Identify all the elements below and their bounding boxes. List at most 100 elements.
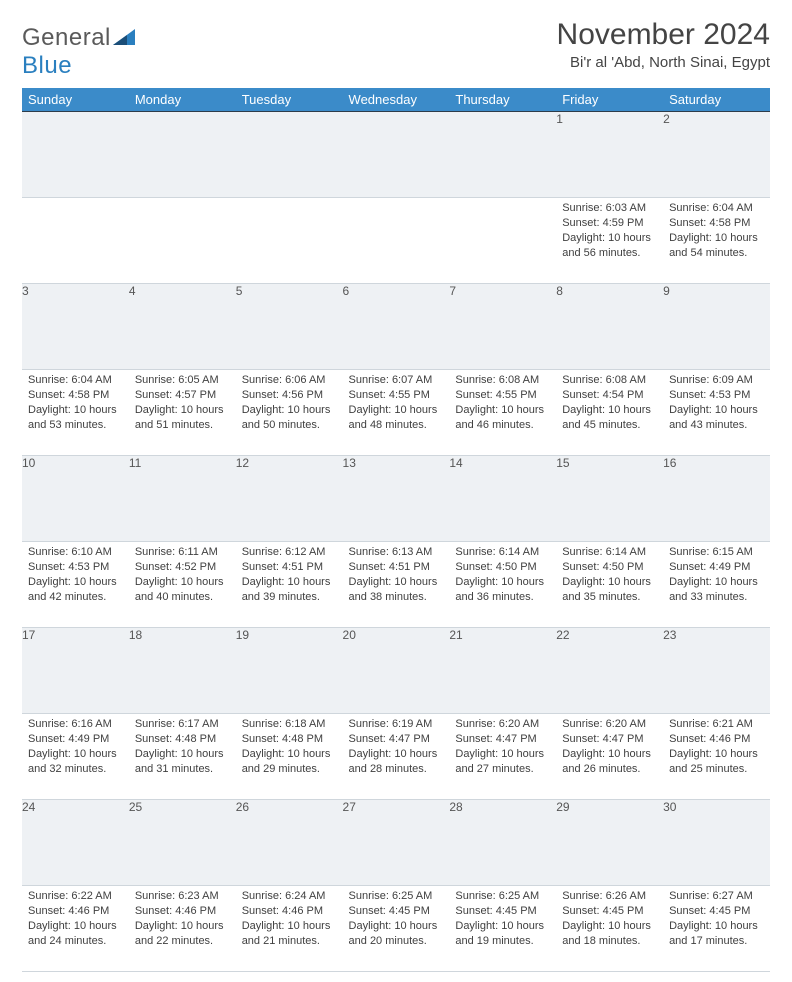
day-cell-content: Sunrise: 6:24 AMSunset: 4:46 PMDaylight:… <box>236 886 343 952</box>
day-number: 4 <box>129 284 236 370</box>
day-info-line: Sunset: 4:55 PM <box>455 388 550 403</box>
day-info-line: Sunset: 4:45 PM <box>669 904 764 919</box>
day-info-line: Sunrise: 6:22 AM <box>28 889 123 904</box>
logo: General Blue <box>22 18 135 80</box>
day-number-row: 12 <box>22 112 770 198</box>
day-number: 21 <box>449 628 556 714</box>
day-cell-content <box>129 198 236 205</box>
day-info-line: Sunset: 4:47 PM <box>562 732 657 747</box>
day-info-line: Sunrise: 6:12 AM <box>242 545 337 560</box>
day-info-line: Sunrise: 6:20 AM <box>455 717 550 732</box>
day-info-line: Sunset: 4:56 PM <box>242 388 337 403</box>
day-info-line: Sunset: 4:53 PM <box>28 560 123 575</box>
day-cell-content: Sunrise: 6:05 AMSunset: 4:57 PMDaylight:… <box>129 370 236 436</box>
day-cell: Sunrise: 6:16 AMSunset: 4:49 PMDaylight:… <box>22 714 129 800</box>
day-info-line: Daylight: 10 hours and 21 minutes. <box>242 919 337 949</box>
day-cell-content: Sunrise: 6:16 AMSunset: 4:49 PMDaylight:… <box>22 714 129 780</box>
day-cell: Sunrise: 6:26 AMSunset: 4:45 PMDaylight:… <box>556 886 663 972</box>
day-info-line: Daylight: 10 hours and 19 minutes. <box>455 919 550 949</box>
day-cell-content: Sunrise: 6:08 AMSunset: 4:54 PMDaylight:… <box>556 370 663 436</box>
day-cell-content: Sunrise: 6:23 AMSunset: 4:46 PMDaylight:… <box>129 886 236 952</box>
day-cell: Sunrise: 6:05 AMSunset: 4:57 PMDaylight:… <box>129 370 236 456</box>
day-info-line: Daylight: 10 hours and 38 minutes. <box>349 575 444 605</box>
day-cell-content: Sunrise: 6:22 AMSunset: 4:46 PMDaylight:… <box>22 886 129 952</box>
day-info-line: Daylight: 10 hours and 31 minutes. <box>135 747 230 777</box>
day-cell-content: Sunrise: 6:25 AMSunset: 4:45 PMDaylight:… <box>449 886 556 952</box>
day-info-line: Daylight: 10 hours and 54 minutes. <box>669 231 764 261</box>
day-cell-content: Sunrise: 6:09 AMSunset: 4:53 PMDaylight:… <box>663 370 770 436</box>
day-cell: Sunrise: 6:08 AMSunset: 4:55 PMDaylight:… <box>449 370 556 456</box>
day-cell-content <box>449 198 556 205</box>
day-cell: Sunrise: 6:19 AMSunset: 4:47 PMDaylight:… <box>343 714 450 800</box>
day-info-line: Sunset: 4:46 PM <box>28 904 123 919</box>
day-info-line: Sunrise: 6:21 AM <box>669 717 764 732</box>
day-number: 23 <box>663 628 770 714</box>
day-header: Friday <box>556 88 663 112</box>
day-number: 16 <box>663 456 770 542</box>
day-cell-content: Sunrise: 6:27 AMSunset: 4:45 PMDaylight:… <box>663 886 770 952</box>
day-cell-content: Sunrise: 6:20 AMSunset: 4:47 PMDaylight:… <box>449 714 556 780</box>
day-info-line: Sunset: 4:53 PM <box>669 388 764 403</box>
day-number: 12 <box>236 456 343 542</box>
day-cell: Sunrise: 6:07 AMSunset: 4:55 PMDaylight:… <box>343 370 450 456</box>
day-info-line: Sunrise: 6:14 AM <box>455 545 550 560</box>
day-number: 6 <box>343 284 450 370</box>
day-info-line: Sunrise: 6:08 AM <box>455 373 550 388</box>
day-header: Sunday <box>22 88 129 112</box>
day-number: 13 <box>343 456 450 542</box>
day-info-line: Sunrise: 6:04 AM <box>28 373 123 388</box>
day-info-line: Sunrise: 6:25 AM <box>455 889 550 904</box>
day-info-line: Sunrise: 6:17 AM <box>135 717 230 732</box>
day-cell-content: Sunrise: 6:20 AMSunset: 4:47 PMDaylight:… <box>556 714 663 780</box>
day-number: 28 <box>449 800 556 886</box>
day-info-line: Sunrise: 6:07 AM <box>349 373 444 388</box>
logo-triangle-icon <box>113 24 135 51</box>
day-info-line: Sunset: 4:47 PM <box>349 732 444 747</box>
day-info-line: Sunset: 4:55 PM <box>349 388 444 403</box>
day-info-line: Daylight: 10 hours and 25 minutes. <box>669 747 764 777</box>
day-info-line: Sunrise: 6:04 AM <box>669 201 764 216</box>
day-info-line: Sunrise: 6:26 AM <box>562 889 657 904</box>
day-cell-content: Sunrise: 6:04 AMSunset: 4:58 PMDaylight:… <box>22 370 129 436</box>
day-info-line: Sunrise: 6:13 AM <box>349 545 444 560</box>
day-info-line: Sunset: 4:46 PM <box>135 904 230 919</box>
day-cell: Sunrise: 6:21 AMSunset: 4:46 PMDaylight:… <box>663 714 770 800</box>
day-number: 5 <box>236 284 343 370</box>
day-cell-content: Sunrise: 6:13 AMSunset: 4:51 PMDaylight:… <box>343 542 450 608</box>
day-info-line: Sunrise: 6:16 AM <box>28 717 123 732</box>
day-info-line: Sunset: 4:47 PM <box>455 732 550 747</box>
day-number-row: 24252627282930 <box>22 800 770 886</box>
day-cell-content: Sunrise: 6:25 AMSunset: 4:45 PMDaylight:… <box>343 886 450 952</box>
day-info-line: Sunset: 4:48 PM <box>242 732 337 747</box>
day-info-line: Sunrise: 6:06 AM <box>242 373 337 388</box>
day-number: 11 <box>129 456 236 542</box>
day-info-line: Sunrise: 6:25 AM <box>349 889 444 904</box>
day-cell: Sunrise: 6:12 AMSunset: 4:51 PMDaylight:… <box>236 542 343 628</box>
day-header: Monday <box>129 88 236 112</box>
day-number <box>449 112 556 198</box>
day-info-line: Sunrise: 6:09 AM <box>669 373 764 388</box>
day-cell-content: Sunrise: 6:03 AMSunset: 4:59 PMDaylight:… <box>556 198 663 264</box>
day-cell-content: Sunrise: 6:10 AMSunset: 4:53 PMDaylight:… <box>22 542 129 608</box>
day-info-line: Sunrise: 6:19 AM <box>349 717 444 732</box>
day-number <box>236 112 343 198</box>
day-info-line: Daylight: 10 hours and 43 minutes. <box>669 403 764 433</box>
day-info-line: Daylight: 10 hours and 50 minutes. <box>242 403 337 433</box>
day-number: 17 <box>22 628 129 714</box>
day-info-line: Sunset: 4:49 PM <box>28 732 123 747</box>
day-cell-content: Sunrise: 6:19 AMSunset: 4:47 PMDaylight:… <box>343 714 450 780</box>
day-info-line: Daylight: 10 hours and 40 minutes. <box>135 575 230 605</box>
day-header: Thursday <box>449 88 556 112</box>
day-cell: Sunrise: 6:18 AMSunset: 4:48 PMDaylight:… <box>236 714 343 800</box>
day-info-line: Daylight: 10 hours and 39 minutes. <box>242 575 337 605</box>
day-number: 14 <box>449 456 556 542</box>
day-cell: Sunrise: 6:22 AMSunset: 4:46 PMDaylight:… <box>22 886 129 972</box>
day-info-line: Sunset: 4:48 PM <box>135 732 230 747</box>
day-info-line: Daylight: 10 hours and 33 minutes. <box>669 575 764 605</box>
day-cell: Sunrise: 6:27 AMSunset: 4:45 PMDaylight:… <box>663 886 770 972</box>
day-cell-content: Sunrise: 6:14 AMSunset: 4:50 PMDaylight:… <box>449 542 556 608</box>
day-info-line: Sunset: 4:51 PM <box>242 560 337 575</box>
day-info-line: Daylight: 10 hours and 36 minutes. <box>455 575 550 605</box>
day-info-line: Sunset: 4:50 PM <box>562 560 657 575</box>
day-info-line: Daylight: 10 hours and 29 minutes. <box>242 747 337 777</box>
